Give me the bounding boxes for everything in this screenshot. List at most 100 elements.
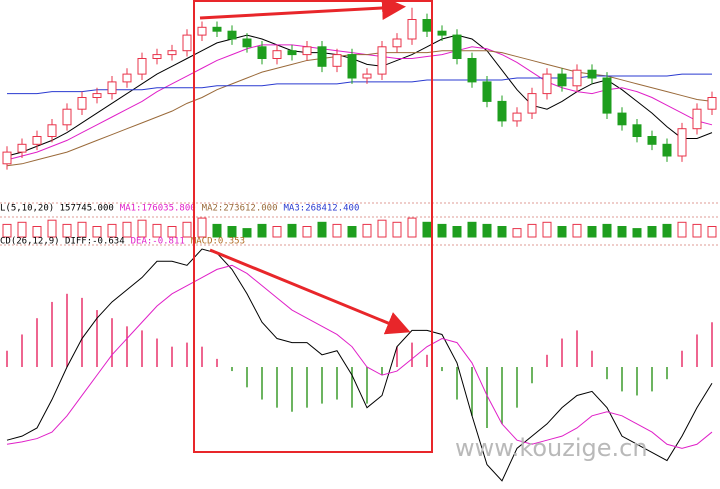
highlight-box: [193, 0, 433, 453]
candle-body: [707, 97, 717, 110]
candle-body: [527, 93, 537, 114]
volume-bar: [602, 223, 612, 238]
candle-body: [572, 69, 582, 87]
candle-body: [602, 77, 612, 114]
candle-body: [452, 34, 462, 59]
candle-body: [287, 50, 297, 56]
candle-body: [422, 19, 432, 32]
candle-body: [692, 108, 702, 130]
candle-body: [107, 81, 117, 95]
candle-body: [302, 46, 312, 56]
arrow: [199, 0, 406, 20]
candle-body: [77, 97, 87, 110]
candle-body: [257, 46, 267, 59]
candle-body: [182, 34, 192, 52]
volume-bar: [677, 221, 687, 238]
candle-body: [197, 26, 207, 36]
candle-body: [497, 100, 507, 122]
candle-body: [617, 112, 627, 126]
header-label: MA2:273612.000: [202, 204, 278, 214]
volume-bar: [107, 223, 117, 238]
volume-bar: [467, 221, 477, 238]
volume-bar: [227, 226, 237, 238]
volume-bar: [542, 221, 552, 238]
volume-bar: [377, 219, 387, 238]
volume-bar: [17, 221, 27, 238]
volume-bar: [557, 226, 567, 238]
candle-body: [347, 54, 357, 79]
volume-bar: [152, 223, 162, 238]
plot: L(5,10,20) 157745.000 MA1:176035.800 MA2:2…: [0, 7, 717, 482]
candle-body: [47, 124, 57, 138]
volume-bar: [302, 226, 312, 238]
volume-bar: [407, 217, 417, 238]
candle-body: [152, 54, 162, 59]
volume-bar: [272, 226, 282, 238]
candle-body: [2, 151, 12, 165]
volume-bar: [347, 226, 357, 238]
volume-bar: [242, 228, 252, 238]
candle-body: [137, 58, 147, 75]
candle-body: [407, 19, 417, 40]
candle-body: [392, 38, 402, 48]
volume-bar: [392, 221, 402, 238]
candle-body: [377, 46, 387, 75]
candle-body: [227, 30, 237, 40]
candle-body: [512, 112, 522, 122]
volume-bar: [512, 228, 522, 238]
candle-body: [542, 73, 552, 95]
header-label: L(5,10,20) 157745.000: [0, 204, 114, 214]
header-label: MA3:268412.400: [284, 204, 360, 214]
header-label: MA1:176035.800: [120, 204, 196, 214]
candle-body: [437, 30, 447, 36]
candle-body: [587, 69, 597, 79]
header-label: DEA:-0.811: [131, 237, 185, 247]
volume-bar: [572, 223, 582, 238]
volume-bar: [122, 221, 132, 238]
volume-bar: [182, 221, 192, 238]
volume-bar: [197, 217, 207, 238]
volume-bar: [32, 226, 42, 238]
volume-bar: [422, 221, 432, 238]
header-label: MACD:0.353: [191, 237, 245, 247]
candle-body: [212, 26, 222, 32]
candle-body: [272, 50, 282, 60]
volume-bar: [587, 226, 597, 238]
volume-bar: [437, 223, 447, 238]
volume-bar: [362, 223, 372, 238]
volume-bar: [662, 223, 672, 238]
candle-body: [482, 81, 492, 102]
volume-bar: [632, 228, 642, 238]
volume-bar: [647, 226, 657, 238]
candle-body: [32, 136, 42, 145]
candle-body: [62, 108, 72, 126]
volume-bar: [2, 223, 12, 238]
candle-body: [17, 143, 27, 153]
volume-bar: [92, 226, 102, 238]
candle-body: [632, 124, 642, 138]
line: [6, 248, 713, 482]
candle-body: [647, 136, 657, 145]
volume-bar: [692, 223, 702, 238]
candle-body: [92, 93, 102, 98]
volume-bar: [317, 221, 327, 238]
candle-body: [317, 46, 327, 67]
candle-body: [677, 128, 687, 157]
volume-bar: [62, 223, 72, 238]
candle-body: [332, 54, 342, 67]
volume-bar: [167, 226, 177, 238]
volume-bar: [707, 226, 717, 238]
volume-bar: [77, 221, 87, 238]
volume-bar: [482, 223, 492, 238]
candle-body: [242, 38, 252, 48]
volume-bar: [212, 223, 222, 238]
volume-bar: [527, 223, 537, 238]
line: [6, 44, 713, 161]
volume-bar: [332, 223, 342, 238]
volume-bar: [137, 219, 147, 238]
header-label: CD(26,12,9) DIFF:-0.634: [0, 237, 125, 247]
candle-body: [467, 58, 477, 83]
line: [6, 264, 713, 449]
line: [6, 34, 713, 157]
